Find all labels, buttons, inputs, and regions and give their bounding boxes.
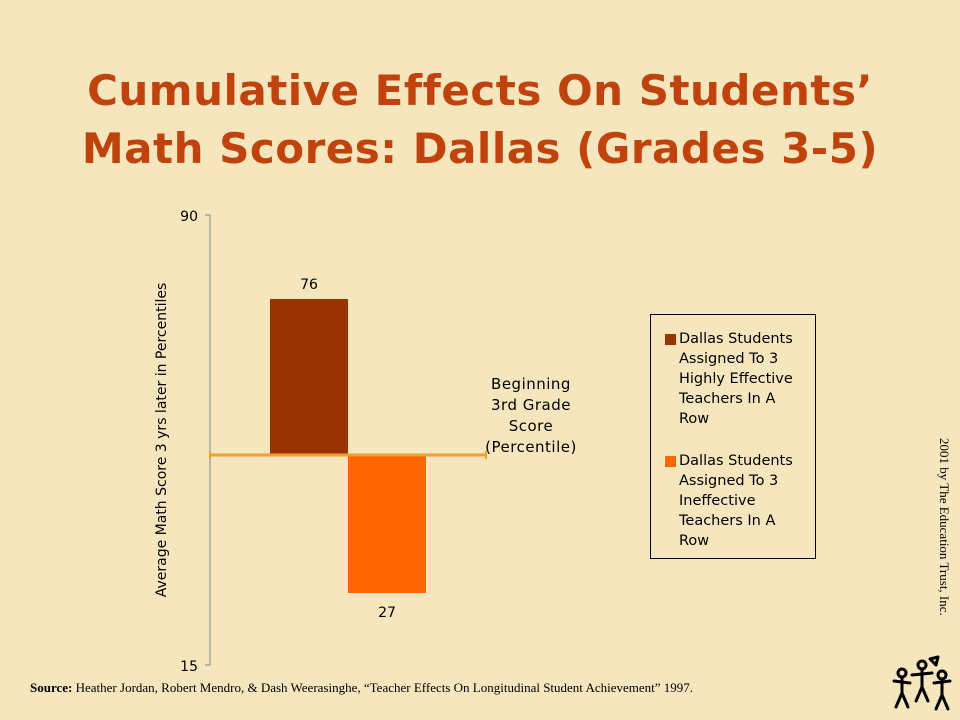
baseline-label-line-2: 3rd Grade bbox=[491, 396, 571, 414]
legend-label-ineffective-4: Teachers In A bbox=[679, 513, 776, 529]
bar-value-label-ineffective: 27 bbox=[378, 605, 396, 621]
legend-label-effective-3: Highly Effective bbox=[679, 371, 793, 387]
legend-label-ineffective-1: Dallas Students bbox=[679, 453, 793, 469]
legend-label-ineffective-2: Assigned To 3 bbox=[679, 473, 779, 489]
legend-label-effective-2: Assigned To 3 bbox=[679, 351, 779, 367]
source-label: Source: bbox=[30, 680, 73, 695]
source-citation: Source: Heather Jordan, Robert Mendro, &… bbox=[30, 680, 693, 696]
y-tick-label-max: 90 bbox=[180, 209, 198, 225]
baseline-label-line-1: Beginning bbox=[491, 375, 571, 393]
baseline-label-line-4: (Percentile) bbox=[485, 438, 577, 456]
slide-title-line-1: Cumulative Effects On Students’ bbox=[87, 66, 873, 115]
legend-label-ineffective-3: Ineffective bbox=[679, 493, 756, 509]
legend-swatch-ineffective bbox=[665, 456, 676, 467]
bar-value-label-effective: 76 bbox=[300, 277, 318, 293]
legend-label-effective-5: Row bbox=[679, 411, 710, 427]
y-tick-label-min: 15 bbox=[180, 659, 198, 675]
legend-swatch-effective bbox=[665, 334, 676, 345]
chart-legend: Dallas Students Assigned To 3 Highly Eff… bbox=[650, 314, 816, 559]
legend-label-effective-1: Dallas Students bbox=[679, 331, 793, 347]
education-trust-logo-icon bbox=[892, 655, 952, 711]
bar-ineffective bbox=[348, 455, 426, 593]
y-axis-label: Average Math Score 3 yrs later in Percen… bbox=[154, 283, 170, 598]
bar-effective bbox=[270, 299, 348, 455]
legend-item-effective: Dallas Students Assigned To 3 Highly Eff… bbox=[665, 329, 815, 429]
legend-item-ineffective: Dallas Students Assigned To 3 Ineffectiv… bbox=[665, 451, 815, 551]
legend-label-effective-4: Teachers In A bbox=[679, 391, 776, 407]
slide-title-line-2: Math Scores: Dallas (Grades 3-5) bbox=[81, 124, 879, 173]
baseline-label-line-3: Score bbox=[509, 417, 554, 435]
source-text: Heather Jordan, Robert Mendro, & Dash We… bbox=[75, 680, 694, 695]
copyright-note: 2001 by The Education Trust, Inc. bbox=[937, 438, 952, 616]
slide-title: Cumulative Effects On Students’ Math Sco… bbox=[0, 62, 960, 178]
legend-label-ineffective-5: Row bbox=[679, 533, 710, 549]
